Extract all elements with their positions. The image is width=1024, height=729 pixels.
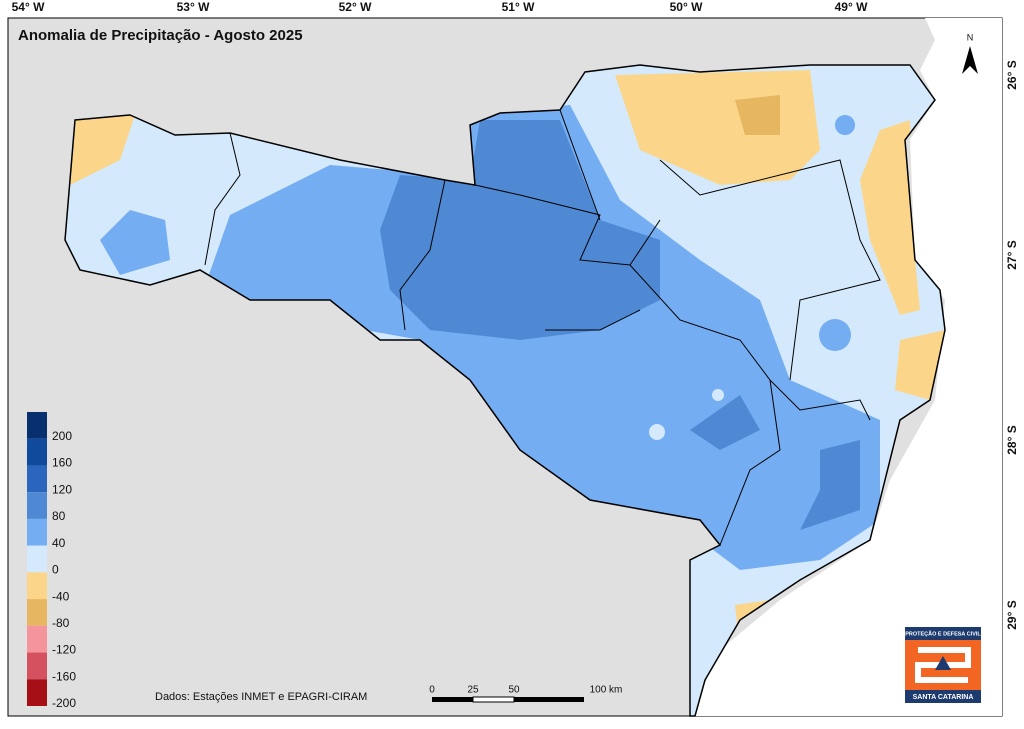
- legend-label: 80: [52, 509, 66, 523]
- logo-top-band: [905, 627, 981, 640]
- region-borders: [204, 109, 881, 546]
- scale-label: 25: [467, 685, 479, 696]
- legend-swatch: [27, 465, 47, 493]
- latitude-label: 26° S: [1005, 60, 1019, 89]
- state-border: [64, 64, 946, 717]
- scale-bar: 0 25 50 100 km: [429, 685, 623, 703]
- legend-label: 0: [52, 563, 59, 577]
- latitude-label: 27° S: [1005, 240, 1019, 269]
- longitude-label: 53° W: [177, 0, 210, 14]
- legend-swatch: [27, 518, 47, 546]
- legend-swatch: [27, 652, 47, 680]
- scale-label: 100 km: [590, 685, 623, 696]
- scale-label: 0: [429, 685, 435, 696]
- legend-label: -120: [52, 643, 76, 657]
- logo: PROTEÇÃO E DEFESA CIVIL SANTA CATARINA: [905, 627, 981, 703]
- longitude-label: 54° W: [12, 0, 45, 14]
- legend-swatch: [27, 679, 47, 706]
- legend-swatch: [27, 438, 47, 466]
- legend-label: 40: [52, 536, 66, 550]
- longitude-label: 51° W: [502, 0, 535, 14]
- source-note: Dados: Estações INMET e EPAGRI-CIRAM: [155, 691, 367, 703]
- longitude-labels: 54° W 53° W 52° W 51° W 50° W 49° W: [12, 0, 868, 14]
- legend-label: 120: [52, 482, 72, 496]
- legend-swatch: [27, 599, 47, 626]
- legend-label: -200: [52, 696, 76, 710]
- legend-swatch: [27, 412, 47, 439]
- legend-swatch: [27, 492, 47, 519]
- north-arrow: N: [962, 32, 978, 74]
- scale-label: 50: [508, 685, 520, 696]
- legend-label: 200: [52, 429, 72, 443]
- latitude-label: 29° S: [1005, 600, 1019, 629]
- legend-label: 160: [52, 456, 72, 470]
- legend-swatch: [27, 572, 47, 600]
- legend-swatch: [27, 545, 47, 573]
- logo-triangle: [935, 656, 951, 670]
- legend-label: -40: [52, 589, 70, 603]
- logo-bottom-text: SANTA CATARINA: [913, 694, 974, 701]
- longitude-label: 52° W: [339, 0, 372, 14]
- logo-top-text: PROTEÇÃO E DEFESA CIVIL: [905, 630, 981, 637]
- longitude-label: 49° W: [835, 0, 868, 14]
- legend-label: -160: [52, 669, 76, 683]
- north-label: N: [967, 32, 974, 42]
- legend: 200 160 120 80 40 0 -40 -80 -120 -160 -200: [27, 412, 76, 710]
- ocean: [690, 18, 1002, 716]
- longitude-label: 50° W: [670, 0, 703, 14]
- latitude-label: 28° S: [1005, 425, 1019, 454]
- logo-bottom-band: [905, 690, 981, 703]
- map-title: Anomalia de Precipitação - Agosto 2025: [18, 27, 303, 44]
- latitude-labels: 26° S 27° S 28° S 29° S: [1005, 60, 1019, 629]
- north-arrow-shape: [962, 46, 978, 74]
- legend-label: -80: [52, 616, 70, 630]
- legend-swatch: [27, 625, 47, 653]
